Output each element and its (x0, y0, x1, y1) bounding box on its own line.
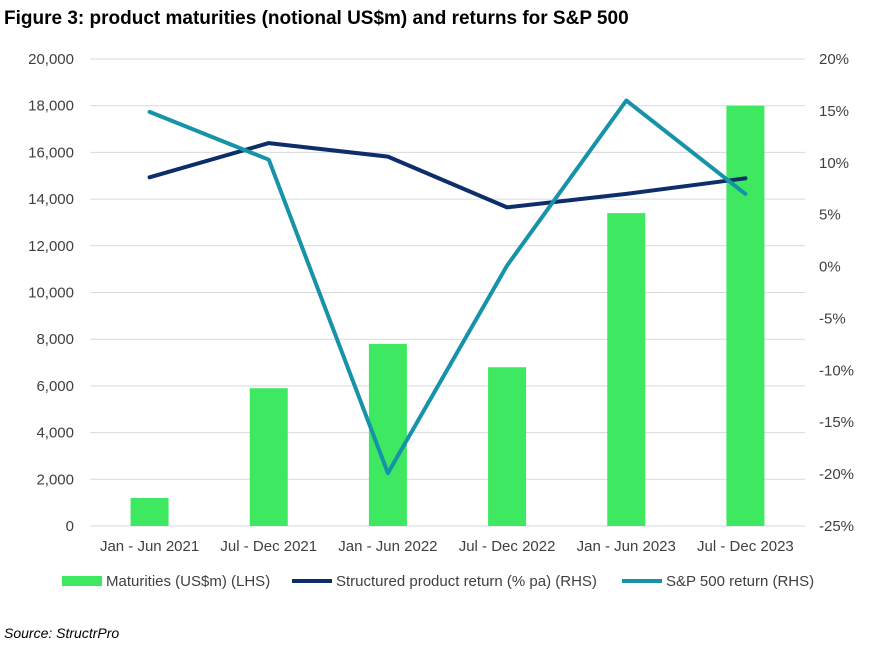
left-tick-label: 4,000 (36, 425, 74, 442)
left-tick-label: 18,000 (28, 98, 74, 115)
left-tick-label: 10,000 (28, 285, 74, 302)
right-tick-label: 5% (819, 207, 841, 224)
bar-series (130, 105, 765, 527)
right-tick-label: -20% (819, 466, 854, 483)
left-tick-label: 8,000 (36, 331, 74, 348)
legend-label: Structured product return (% pa) (RHS) (336, 573, 597, 590)
left-tick-label: 12,000 (28, 238, 74, 255)
left-tick-label: 6,000 (36, 378, 74, 395)
x-tick-label: Jan - Jun 2021 (100, 538, 199, 555)
chart-title: Figure 3: product maturities (notional U… (4, 8, 629, 29)
right-tick-label: 10% (819, 155, 849, 172)
bar (130, 497, 169, 526)
legend-label: Maturities (US$m) (LHS) (106, 573, 270, 590)
right-tick-label: 15% (819, 103, 849, 120)
left-tick-label: 16,000 (28, 144, 74, 161)
x-axis: Jan - Jun 2021 Jul - Dec 2021 Jan - Jun 20… (100, 538, 794, 555)
right-tick-label: -25% (819, 518, 854, 535)
x-tick-label: Jan - Jun 2023 (577, 538, 676, 555)
left-tick-label: 14,000 (28, 191, 74, 208)
line-series-1 (147, 141, 748, 210)
right-tick-label: -15% (819, 414, 854, 431)
left-tick-label: 20,000 (28, 51, 74, 68)
legend-swatch (62, 576, 102, 586)
left-tick-label: 0 (66, 518, 74, 535)
legend-label: S&P 500 return (RHS) (666, 573, 814, 590)
x-tick-label: Jul - Dec 2023 (697, 538, 794, 555)
bar (249, 388, 288, 526)
right-tick-label: -10% (819, 362, 854, 379)
x-tick-label: Jul - Dec 2021 (220, 538, 317, 555)
bar (607, 213, 646, 527)
x-tick-label: Jul - Dec 2022 (459, 538, 556, 555)
left-axis: 0 2,000 4,000 6,000 8,000 10,000 12,000 14,000 1… (28, 51, 74, 535)
right-tick-label: 0% (819, 259, 841, 276)
line-series (147, 98, 748, 476)
left-tick-label: 2,000 (36, 471, 74, 488)
legend: Maturities (US$m) (LHS) Structured produc… (62, 573, 814, 590)
right-tick-label: 20% (819, 51, 849, 68)
bar (726, 105, 765, 526)
bar (488, 367, 527, 526)
x-tick-label: Jan - Jun 2022 (338, 538, 437, 555)
right-tick-label: -5% (819, 310, 846, 327)
right-axis: -25% -20% -15% -10% -5% 0% 5% 10% 15% 20% (819, 51, 854, 535)
source-note: Source: StructrPro (4, 625, 119, 641)
line-series-2 (147, 98, 748, 476)
gridlines (90, 58, 805, 527)
